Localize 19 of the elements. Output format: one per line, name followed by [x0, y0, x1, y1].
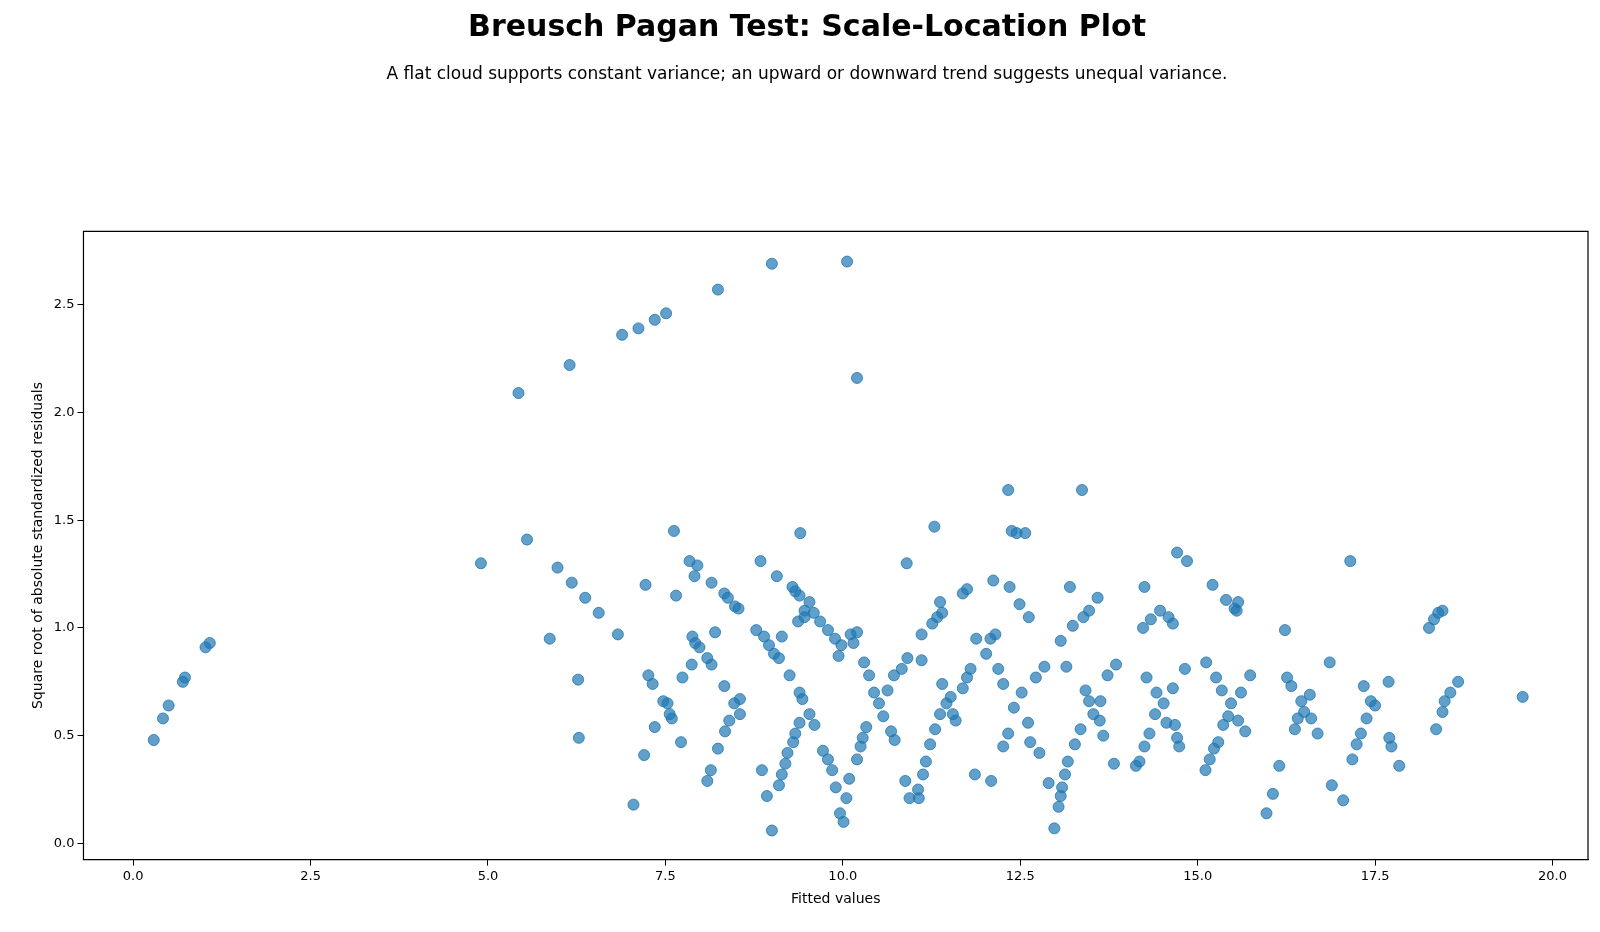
x-tick-label: 2.5 [300, 867, 321, 883]
chart-subtitle: A flat cloud supports constant variance; an upward or downward trend suggests unequal variance. [386, 62, 1228, 83]
y-tick-label: 1.5 [53, 511, 75, 527]
y-tick-label: 0.0 [53, 834, 75, 850]
chart-title: Breusch Pagan Test: Scale-Location Plot [468, 7, 1146, 43]
y-tick-label: 2.0 [53, 403, 75, 419]
x-tick-label: 17.5 [1360, 867, 1390, 883]
x-axis-title: Fitted values [791, 890, 881, 907]
y-tick-label: 1.0 [53, 619, 75, 635]
x-tick-label: 15.0 [1183, 867, 1213, 883]
x-tick-label: 0.0 [122, 867, 144, 883]
x-tick-label: 20.0 [1538, 867, 1567, 883]
y-tick-label: 2.5 [53, 296, 75, 312]
y-axis-title: Square root of absolute standardized residuals [29, 382, 46, 709]
x-tick-label: 10.0 [828, 867, 858, 883]
x-tick-label: 7.5 [655, 867, 676, 883]
x-tick-label: 12.5 [1005, 867, 1035, 883]
y-tick-label: 0.5 [53, 727, 75, 743]
x-tick-label: 5.0 [477, 867, 499, 883]
